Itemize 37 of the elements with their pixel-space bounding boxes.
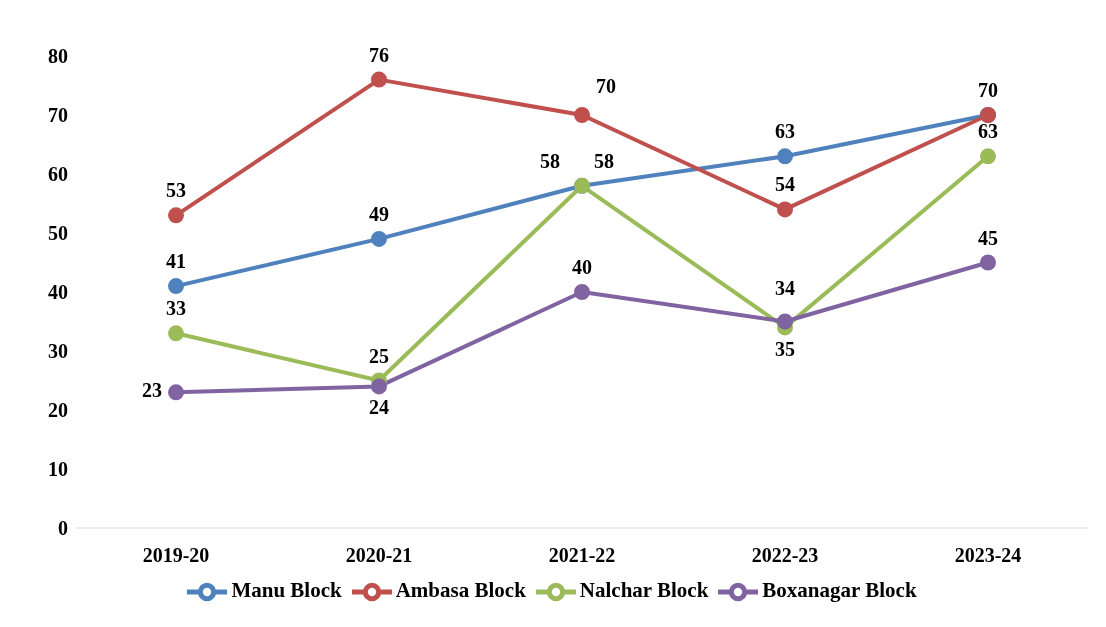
- y-tick-label: 60: [48, 163, 68, 186]
- y-tick-label: 10: [48, 458, 68, 481]
- legend-label: Manu Block: [231, 577, 342, 602]
- data-label: 34: [775, 277, 795, 300]
- data-label: 70: [596, 75, 616, 97]
- x-tick-label: 2020-21: [345, 544, 413, 567]
- data-label: 35: [775, 337, 795, 360]
- x-tick-label: 2019-20: [142, 544, 210, 567]
- legend-label: Boxanagar Block: [762, 577, 917, 602]
- x-tick-label: 2021-22: [548, 544, 616, 567]
- data-label: 76: [369, 43, 389, 66]
- y-tick-label: 80: [48, 45, 68, 68]
- data-label: 53: [166, 179, 186, 202]
- x-tick-label: 2022-23: [751, 544, 819, 567]
- legend-label: Nalchar Block: [579, 577, 709, 602]
- legend-label: Ambasa Block: [395, 577, 526, 602]
- y-tick-label: 20: [48, 399, 68, 422]
- y-tick-label: 50: [48, 222, 68, 245]
- y-tick-label: 70: [48, 104, 68, 127]
- data-label: 58: [540, 149, 560, 172]
- data-label: 49: [369, 202, 389, 225]
- x-tick-label: 2023-24: [954, 544, 1022, 567]
- y-tick-label: 0: [58, 517, 68, 540]
- data-label: 24: [369, 396, 389, 419]
- data-label: 45: [978, 226, 998, 249]
- data-label: 54: [775, 173, 795, 196]
- data-label: 40: [572, 256, 592, 278]
- data-label: 63: [775, 120, 795, 143]
- data-label: 70: [978, 79, 998, 101]
- data-label: 25: [369, 344, 389, 367]
- data-label: 33: [166, 297, 186, 320]
- data-label: 41: [166, 250, 186, 273]
- y-tick-label: 30: [48, 340, 68, 363]
- data-label: 23: [142, 379, 162, 402]
- data-label: 63: [978, 120, 998, 143]
- y-tick-label: 40: [48, 281, 68, 304]
- data-label: 58: [594, 149, 614, 172]
